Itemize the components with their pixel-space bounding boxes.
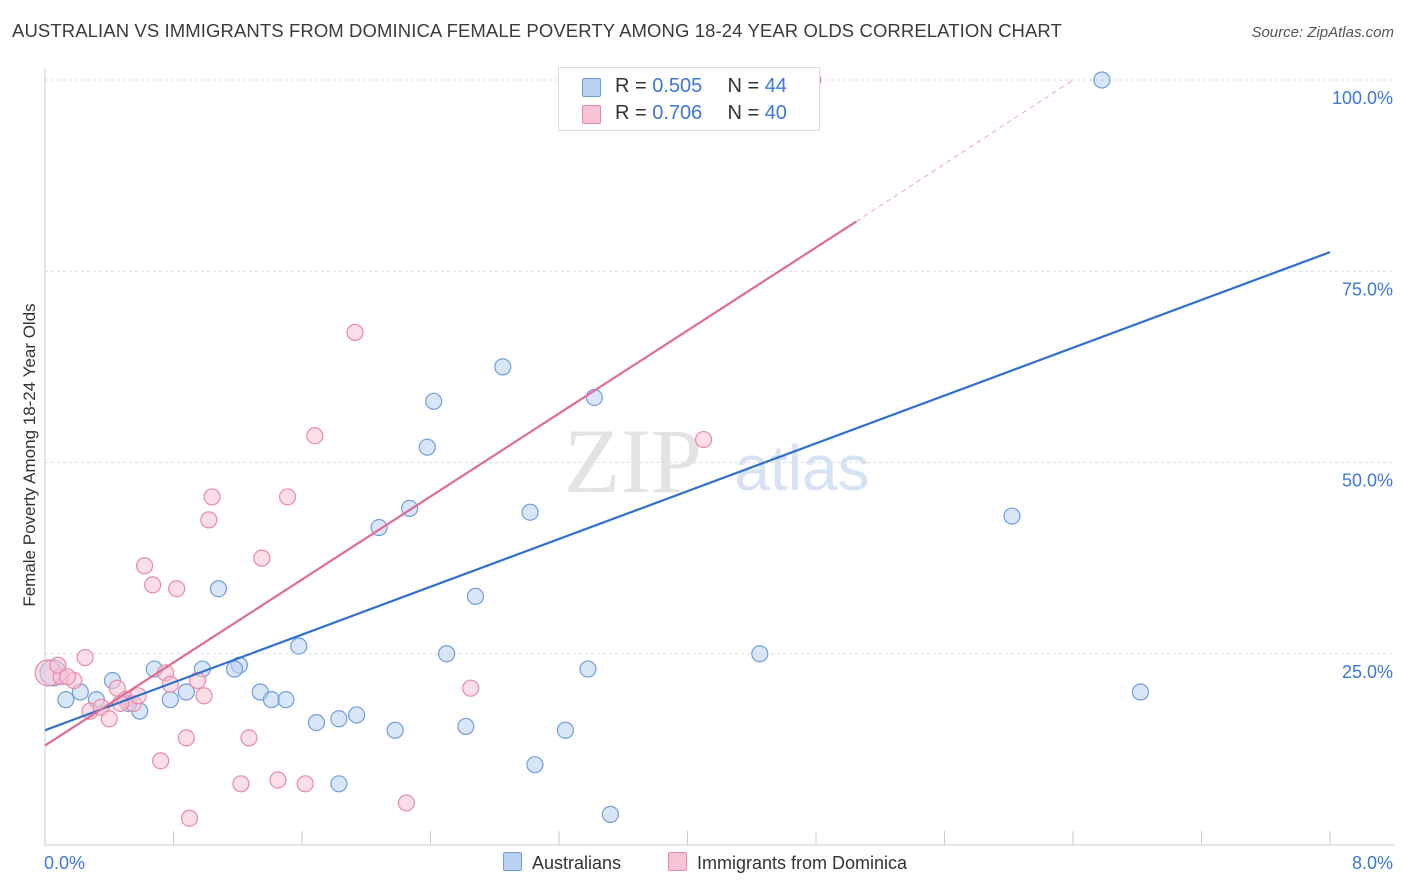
watermark-zip: ZIP	[564, 410, 702, 512]
australians-point	[579, 660, 597, 678]
dominica-point	[180, 809, 199, 827]
legend-n-label: N =	[727, 75, 765, 97]
chart-title: AUSTRALIAN VS IMMIGRANTS FROM DOMINICA F…	[12, 20, 1062, 41]
legend-r-label: R =	[615, 75, 653, 97]
australians-point	[494, 358, 512, 376]
australians-point	[601, 805, 620, 824]
dominica-point	[49, 656, 67, 674]
trend-layer	[44, 79, 1331, 747]
australians-point	[751, 645, 769, 663]
dominica-point	[152, 752, 170, 770]
australians-point	[277, 691, 295, 709]
legend-n-value: 40	[764, 102, 787, 124]
y-axis-label: Female Poverty Among 18-24 Year Olds	[20, 303, 39, 607]
australians-point	[526, 756, 544, 774]
source-label: Source: ZipAtlas.com	[1251, 24, 1394, 41]
australians-point	[418, 438, 436, 456]
legend-swatch-pink	[582, 105, 601, 124]
dominica-point	[177, 729, 195, 747]
australians-point	[521, 503, 539, 521]
dominica-point	[232, 775, 250, 793]
bottom-legend-label: Immigrants from Dominica	[697, 853, 908, 873]
dominica-point	[346, 323, 364, 342]
australians-point	[1131, 683, 1150, 701]
dominica-point	[306, 427, 324, 445]
dominica-point	[397, 794, 416, 812]
y-tick-label: 75.0%	[1342, 279, 1393, 299]
dominica-point	[240, 729, 258, 747]
dominica-trend-line	[44, 220, 857, 747]
grid-layer	[45, 79, 1395, 655]
dominica-point	[76, 648, 94, 667]
dominica-trend-extension	[855, 79, 1074, 222]
australians-point	[425, 392, 443, 410]
bottom-legend-swatch-pink	[668, 852, 687, 871]
dominica-point	[144, 576, 162, 594]
australians-point	[466, 587, 485, 605]
dominica-point	[100, 710, 118, 728]
australians-point	[386, 721, 404, 739]
dominica-point	[296, 775, 314, 793]
tick-label-layer: 25.0% 50.0% 75.0% 100.0% 0.0% 8.0%	[44, 88, 1393, 873]
legend-r-label: R =	[615, 102, 653, 124]
dominica-point	[58, 668, 77, 686]
australians-point	[1093, 71, 1111, 89]
australians-point	[262, 691, 281, 709]
axis-layer	[44, 68, 1395, 846]
dominica-point	[200, 511, 218, 529]
y-tick-label: 100.0%	[1332, 88, 1393, 108]
australians-point	[209, 580, 228, 598]
watermark: ZIP atlas	[564, 410, 870, 512]
dominica-point	[135, 557, 154, 575]
legend-n-value: 44	[764, 75, 787, 97]
legend-r-value: 0.505	[652, 75, 703, 97]
legend-n-label: N =	[727, 102, 765, 124]
x-tick-label: 0.0%	[44, 853, 85, 873]
watermark-atlas: atlas	[734, 432, 869, 504]
dominica-point	[203, 488, 221, 506]
australians-point	[556, 721, 575, 739]
y-tick-label: 25.0%	[1342, 662, 1393, 682]
bottom-legend-label: Australians	[532, 853, 622, 873]
australians-point	[1003, 507, 1021, 525]
y-tick-label: 50.0%	[1342, 471, 1393, 491]
australians-point	[225, 660, 244, 678]
dominica-point	[195, 687, 213, 705]
dominica-point	[269, 771, 287, 789]
legend-swatch-blue	[582, 78, 601, 97]
dominica-point	[168, 580, 186, 598]
australians-point	[177, 683, 195, 701]
bottom-legend-australians: Australians	[503, 852, 621, 874]
australians-point	[330, 775, 348, 793]
australians-trend-line	[44, 251, 1331, 732]
dominica-point	[462, 679, 480, 697]
bottom-legend-swatch-blue	[503, 852, 522, 871]
australians-point	[348, 706, 366, 724]
australians-point	[307, 713, 326, 732]
dominica-point	[694, 430, 713, 449]
australians-point	[161, 691, 179, 709]
australians-point	[57, 691, 75, 709]
legend-r-value: 0.706	[652, 102, 703, 124]
australians-point	[437, 645, 456, 663]
australians-point	[457, 717, 475, 736]
dominica-point	[278, 488, 297, 506]
bottom-legend-dominica: Immigrants from Dominica	[668, 852, 907, 874]
australians-point	[330, 710, 348, 728]
correlation-legend: R = 0.505 N = 44 R = 0.706 N = 40	[558, 67, 820, 131]
x-tick-label: 8.0%	[1352, 853, 1393, 873]
australians-point	[290, 637, 308, 655]
dominica-point	[253, 549, 271, 567]
